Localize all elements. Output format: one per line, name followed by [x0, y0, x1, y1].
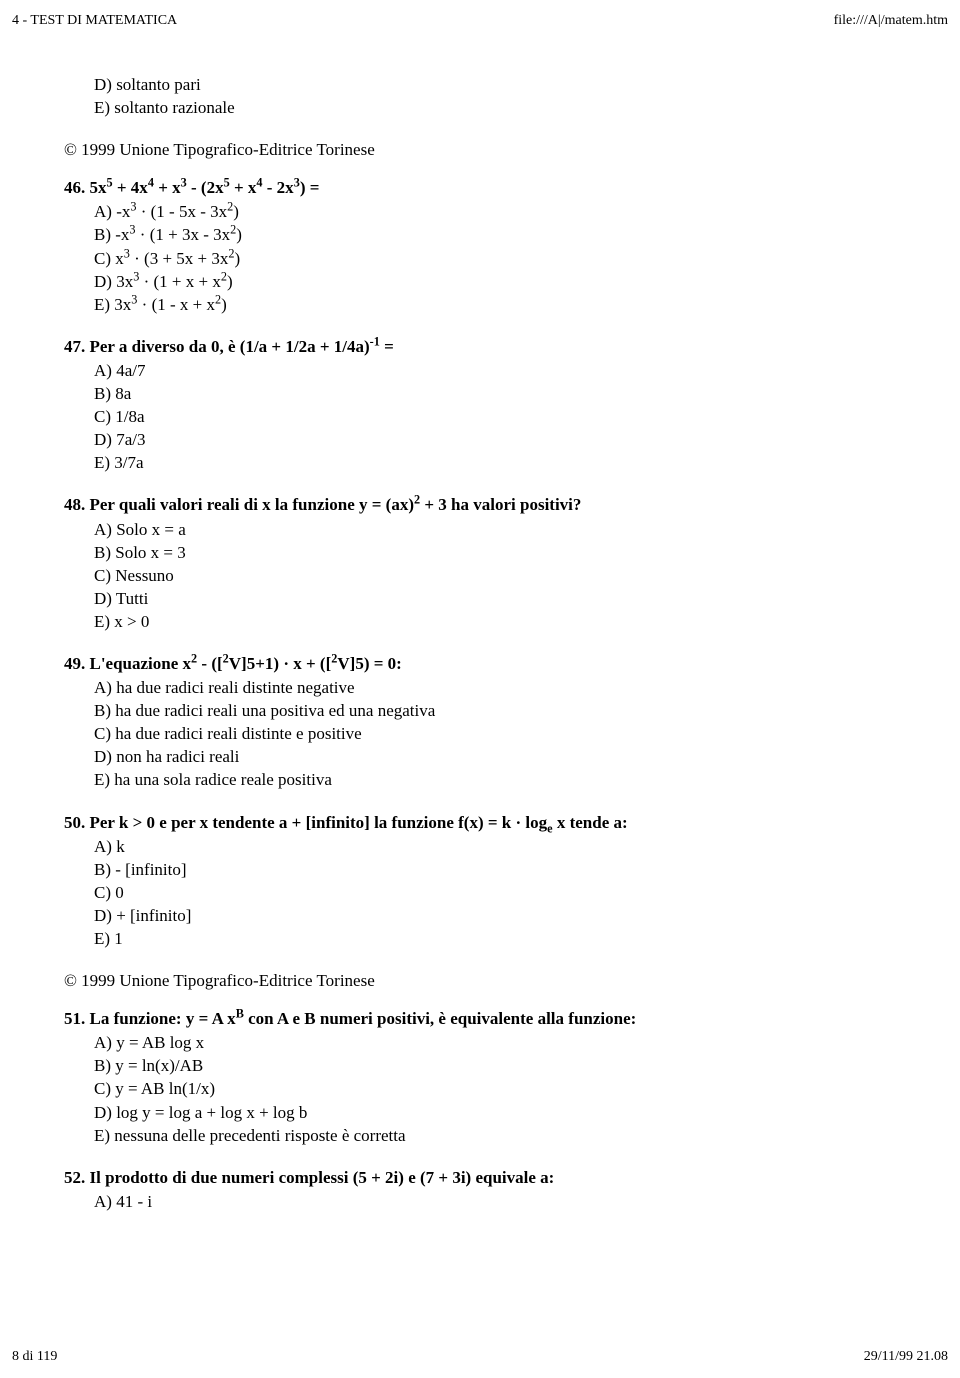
q47-e: E) 3/7a [94, 452, 920, 474]
q50-e: E) 1 [94, 928, 920, 950]
q46-e: E) 3x3 · (1 - x + x2) [94, 294, 920, 316]
question-49: 49. L'equazione x2 - ([2V]5+1) · x + ([2… [64, 653, 920, 792]
q46-c: C) x3 · (3 + 5x + 3x2) [94, 248, 920, 270]
q49-e: E) ha una sola radice reale positiva [94, 769, 920, 791]
q47-d: D) 7a/3 [94, 429, 920, 451]
q48-c: C) Nessuno [94, 565, 920, 587]
q49-c: C) ha due radici reali distinte e positi… [94, 723, 920, 745]
q49-stem: 49. L'equazione x2 - ([2V]5+1) · x + ([2… [64, 653, 920, 675]
footer-right: 29/11/99 21.08 [864, 1348, 948, 1366]
q48-d: D) Tutti [94, 588, 920, 610]
q49-a: A) ha due radici reali distinte negative [94, 677, 920, 699]
answer-d: D) soltanto pari [94, 74, 920, 96]
q49-b: B) ha due radici reali una positiva ed u… [94, 700, 920, 722]
q50-c: C) 0 [94, 882, 920, 904]
q51-stem: 51. La funzione: y = A xB con A e B nume… [64, 1008, 920, 1030]
q51-c: C) y = AB ln(1/x) [94, 1078, 920, 1100]
q46-a: A) -x3 · (1 - 5x - 3x2) [94, 201, 920, 223]
question-47: 47. Per a diverso da 0, è (1/a + 1/2a + … [64, 336, 920, 475]
q51-e: E) nessuna delle precedenti risposte è c… [94, 1125, 920, 1147]
q48-b: B) Solo x = 3 [94, 542, 920, 564]
q46-b: B) -x3 · (1 + 3x - 3x2) [94, 224, 920, 246]
q49-d: D) non ha radici reali [94, 746, 920, 768]
footer-left: 8 di 119 [12, 1348, 57, 1366]
question-52: 52. Il prodotto di due numeri complessi … [64, 1167, 920, 1213]
footer: 8 di 119 29/11/99 21.08 [12, 1348, 948, 1366]
q47-a: A) 4a/7 [94, 360, 920, 382]
q50-d: D) + [infinito] [94, 905, 920, 927]
q48-stem: 48. Per quali valori reali di x la funzi… [64, 494, 920, 516]
question-46: 46. 5x5 + 4x4 + x3 - (2x5 + x4 - 2x3) = … [64, 177, 920, 316]
answer-e: E) soltanto razionale [94, 97, 920, 119]
content: D) soltanto pari E) soltanto razionale ©… [0, 12, 960, 1213]
q50-stem: 50. Per k > 0 e per x tendente a + [infi… [64, 812, 920, 834]
q46-d: D) 3x3 · (1 + x + x2) [94, 271, 920, 293]
question-51: 51. La funzione: y = A xB con A e B nume… [64, 1008, 920, 1147]
q51-b: B) y = ln(x)/AB [94, 1055, 920, 1077]
q52-stem: 52. Il prodotto di due numeri complessi … [64, 1167, 920, 1189]
q47-stem: 47. Per a diverso da 0, è (1/a + 1/2a + … [64, 336, 920, 358]
question-48: 48. Per quali valori reali di x la funzi… [64, 494, 920, 633]
header-right: file:///A|/matem.htm [834, 12, 948, 30]
q47-c: C) 1/8a [94, 406, 920, 428]
q50-a: A) k [94, 836, 920, 858]
q50-b: B) - [infinito] [94, 859, 920, 881]
header-left: 4 - TEST DI MATEMATICA [12, 12, 177, 30]
q48-e: E) x > 0 [94, 611, 920, 633]
q46-stem: 46. 5x5 + 4x4 + x3 - (2x5 + x4 - 2x3) = [64, 177, 920, 199]
page: 4 - TEST DI MATEMATICA file:///A|/matem.… [0, 0, 960, 1378]
copyright-1: © 1999 Unione Tipografico-Editrice Torin… [64, 139, 920, 161]
q51-d: D) log y = log a + log x + log b [94, 1102, 920, 1124]
intro-answers: D) soltanto pari E) soltanto razionale [64, 74, 920, 119]
q52-a: A) 41 - i [94, 1191, 920, 1213]
q51-a: A) y = AB log x [94, 1032, 920, 1054]
copyright-2: © 1999 Unione Tipografico-Editrice Torin… [64, 970, 920, 992]
q48-a: A) Solo x = a [94, 519, 920, 541]
q47-b: B) 8a [94, 383, 920, 405]
question-50: 50. Per k > 0 e per x tendente a + [infi… [64, 812, 920, 951]
